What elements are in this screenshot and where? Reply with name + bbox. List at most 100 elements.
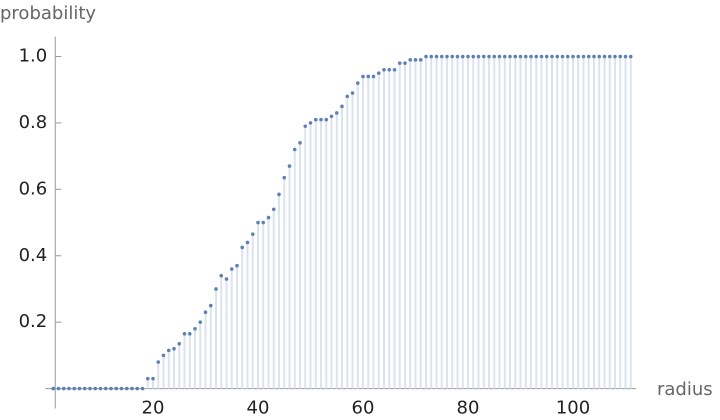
point <box>182 331 187 336</box>
point <box>340 104 344 109</box>
point <box>219 273 224 278</box>
point <box>481 54 486 59</box>
point <box>82 386 87 391</box>
point <box>130 386 134 391</box>
point <box>565 54 570 59</box>
point <box>324 117 329 122</box>
point <box>366 74 371 79</box>
point <box>77 386 82 391</box>
point <box>282 175 287 180</box>
point <box>151 376 155 381</box>
point <box>119 386 124 391</box>
point <box>550 54 554 59</box>
point <box>135 386 140 391</box>
point <box>471 54 476 59</box>
point <box>145 376 150 381</box>
point <box>534 54 539 59</box>
point <box>334 111 339 115</box>
point <box>371 74 376 79</box>
x-tick-label: 100 <box>556 398 590 419</box>
point <box>277 192 281 197</box>
x-tick-label: 40 <box>247 398 270 419</box>
point <box>198 320 203 324</box>
point <box>602 54 607 59</box>
point <box>576 54 581 59</box>
point <box>109 386 113 391</box>
point <box>502 54 507 59</box>
point <box>387 68 392 72</box>
point <box>460 54 465 59</box>
point <box>345 94 350 99</box>
point <box>424 54 428 59</box>
point <box>466 54 470 59</box>
point <box>203 310 208 315</box>
point <box>214 287 218 291</box>
point <box>518 54 523 59</box>
point <box>361 74 365 79</box>
point <box>88 386 92 391</box>
point <box>235 263 239 268</box>
point <box>613 54 617 59</box>
point <box>250 232 255 236</box>
point <box>513 54 518 59</box>
point <box>193 327 197 331</box>
point <box>292 147 297 152</box>
point <box>224 277 229 281</box>
point <box>172 346 176 351</box>
point <box>93 386 98 391</box>
point <box>319 117 323 122</box>
point <box>98 386 103 391</box>
point <box>476 54 481 59</box>
point <box>266 215 271 220</box>
point <box>103 386 108 391</box>
point <box>382 68 386 72</box>
point <box>439 54 444 59</box>
point <box>240 245 245 250</box>
point <box>560 54 565 59</box>
point <box>67 386 71 391</box>
point <box>208 303 213 308</box>
point <box>618 54 623 59</box>
point <box>445 54 449 59</box>
point <box>586 54 591 59</box>
point <box>61 386 66 391</box>
point <box>529 54 533 59</box>
point <box>287 164 292 168</box>
y-axis-label: probability <box>0 3 96 24</box>
point <box>418 58 423 62</box>
point <box>187 331 192 336</box>
point <box>607 54 612 59</box>
point <box>51 386 56 391</box>
point <box>245 240 250 245</box>
point <box>539 54 544 59</box>
y-tick-label: 0.6 <box>19 178 48 199</box>
point <box>271 207 276 212</box>
point <box>72 386 77 391</box>
point <box>124 386 129 391</box>
y-tick-label: 0.2 <box>19 311 48 332</box>
point <box>508 54 512 59</box>
point <box>350 91 355 95</box>
point <box>408 58 413 62</box>
point <box>229 267 234 271</box>
point <box>313 117 318 122</box>
point <box>56 386 61 391</box>
point <box>376 71 381 75</box>
y-tick-label: 0.8 <box>19 112 48 133</box>
point <box>303 124 308 129</box>
point <box>166 348 171 353</box>
point <box>397 61 402 65</box>
point <box>434 54 439 59</box>
y-tick-label: 0.4 <box>19 245 48 266</box>
point <box>544 54 549 59</box>
point <box>450 54 455 59</box>
point <box>177 341 182 346</box>
point <box>429 54 434 59</box>
x-tick-label: 20 <box>142 398 165 419</box>
x-tick-label: 80 <box>457 398 480 419</box>
y-tick-label: 1.0 <box>19 46 48 67</box>
point <box>298 141 302 145</box>
point <box>497 54 502 59</box>
point <box>392 68 397 72</box>
